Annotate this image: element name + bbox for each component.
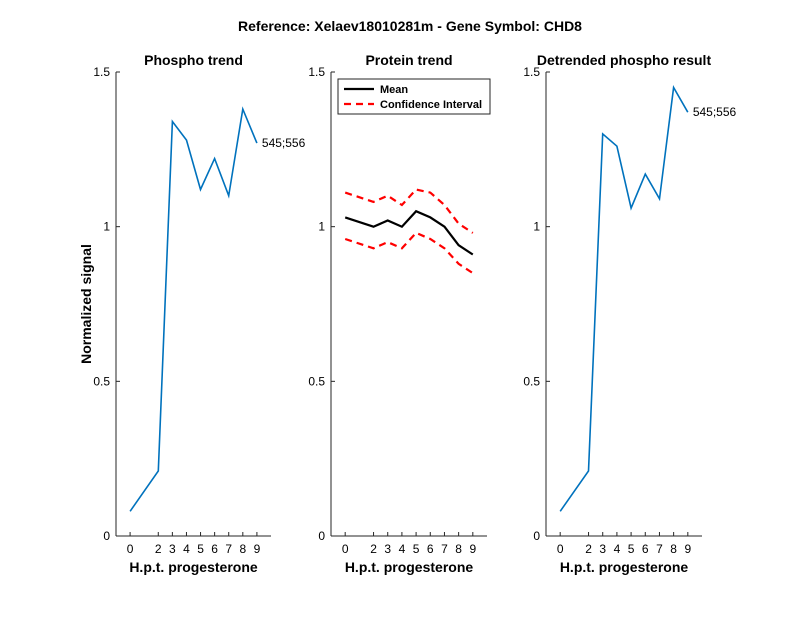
y-tick-label: 0 (318, 529, 325, 543)
x-tick-label: 9 (469, 542, 476, 556)
y-tick-label: 1.5 (308, 65, 325, 79)
x-tick-label: 7 (225, 542, 232, 556)
x-tick-label: 5 (197, 542, 204, 556)
x-tick-label: 0 (557, 542, 564, 556)
legend-entry-label: Mean (380, 84, 408, 96)
y-axis-label: Normalized signal (78, 244, 94, 364)
panel-title: Protein trend (365, 52, 452, 68)
series-line-0 (129, 106, 258, 512)
x-tick-label: 3 (599, 542, 606, 556)
figure-title: Reference: Xelaev18010281m - Gene Symbol… (238, 18, 582, 34)
x-tick-label: 7 (441, 542, 448, 556)
x-tick-label: 5 (628, 542, 635, 556)
series-line-confidence-interval (344, 188, 474, 234)
legend-box (337, 78, 491, 115)
x-axis-label: H.p.t. progesterone (345, 559, 474, 575)
x-tick-label: 6 (427, 542, 434, 556)
x-tick-label: 8 (455, 542, 462, 556)
panel-1: 0 0.5 1 1.5 0 2 3 4 5 6 7 8 9 Phospho trend H.p.t. pro… (78, 52, 306, 575)
series-end-annotation: 545;556 (693, 105, 737, 119)
y-tick-label: 0.5 (523, 374, 540, 388)
x-tick-label: 4 (399, 542, 406, 556)
panel-title: Phospho trend (144, 52, 243, 68)
x-tick-label: 0 (342, 542, 349, 556)
y-tick-label: 1 (318, 220, 325, 234)
y-tick-label: 0 (533, 529, 540, 543)
x-tick-label: 6 (211, 542, 218, 556)
x-tick-label: 5 (413, 542, 420, 556)
y-tick-label: 0.5 (308, 374, 325, 388)
y-tick-label: 1 (533, 220, 540, 234)
series-end-annotation: 545;556 (262, 136, 306, 150)
x-tick-label: 2 (585, 542, 592, 556)
x-tick-label: 8 (239, 542, 246, 556)
x-tick-label: 3 (169, 542, 176, 556)
panel-title: Detrended phospho result (537, 52, 712, 68)
x-tick-label: 7 (656, 542, 663, 556)
x-tick-label: 2 (155, 542, 162, 556)
panel-3: 0 0.5 1 1.5 0 2 3 4 5 6 7 8 9 Detrended phospho resul… (523, 52, 736, 575)
series-line-mean (344, 209, 474, 256)
legend-entry-label: Confidence Interval (380, 99, 482, 111)
x-axis-label: H.p.t. progesterone (560, 559, 689, 575)
y-tick-label: 0.5 (93, 374, 110, 388)
y-tick-label: 0 (103, 529, 110, 543)
y-tick-label: 1.5 (93, 65, 110, 79)
x-tick-label: 3 (384, 542, 391, 556)
x-tick-label: 9 (254, 542, 261, 556)
x-tick-label: 8 (670, 542, 677, 556)
series-line-0 (559, 85, 689, 512)
x-tick-label: 0 (127, 542, 134, 556)
y-tick-label: 1.5 (523, 65, 540, 79)
x-tick-label: 2 (370, 542, 377, 556)
legend: Mean Confidence Interval (337, 78, 491, 115)
x-tick-label: 4 (614, 542, 621, 556)
x-tick-label: 4 (183, 542, 190, 556)
x-tick-label: 9 (684, 542, 691, 556)
x-tick-label: 6 (642, 542, 649, 556)
panel-2: 0 0.5 1 1.5 0 2 3 4 5 6 7 8 9 Protein trend H.p.t. pro… (308, 52, 491, 575)
y-tick-label: 1 (103, 220, 110, 234)
x-axis-label: H.p.t. progesterone (129, 559, 258, 575)
